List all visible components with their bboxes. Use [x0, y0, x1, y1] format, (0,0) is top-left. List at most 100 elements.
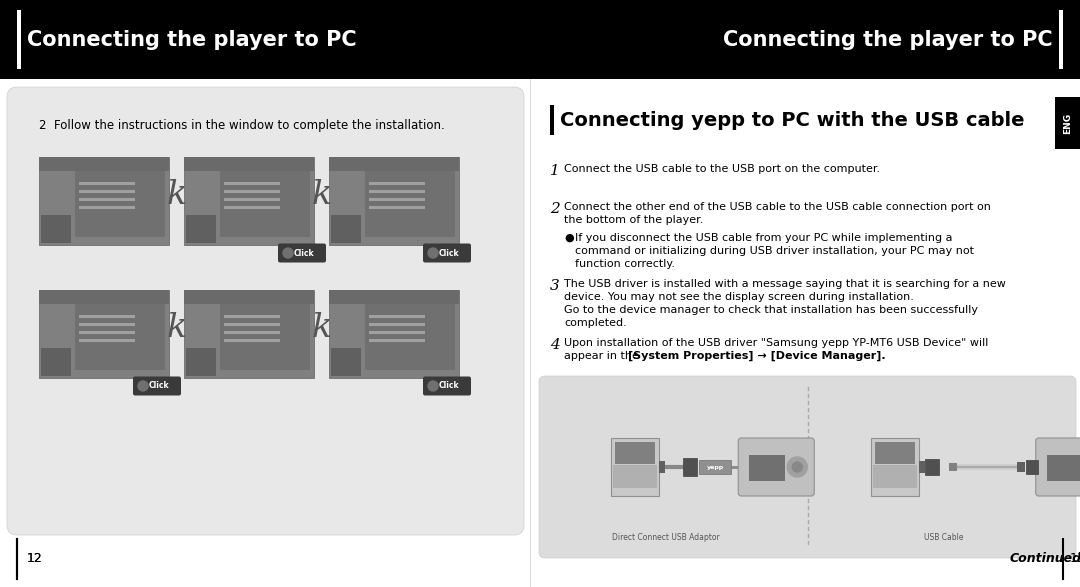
Text: appear in the: appear in the: [564, 351, 643, 361]
Bar: [1026, 460, 1038, 474]
Bar: [329, 290, 459, 378]
Text: Connect the other end of the USB cable to the USB cable connection port on: Connect the other end of the USB cable t…: [564, 202, 990, 212]
Circle shape: [793, 462, 802, 472]
Bar: [224, 339, 280, 342]
Bar: [79, 339, 135, 342]
Bar: [875, 442, 915, 464]
Bar: [369, 198, 426, 201]
Text: Go to the device manager to check that installation has been successfully: Go to the device manager to check that i…: [564, 305, 978, 315]
Text: ENG: ENG: [1063, 113, 1072, 134]
Circle shape: [138, 381, 148, 391]
FancyBboxPatch shape: [278, 244, 326, 262]
Bar: [613, 465, 658, 488]
Bar: [186, 215, 216, 243]
Bar: [184, 157, 314, 245]
Bar: [224, 206, 280, 209]
Text: command or initializing during USB driver installation, your PC may not: command or initializing during USB drive…: [575, 246, 974, 256]
Bar: [186, 348, 216, 376]
Text: function correctly.: function correctly.: [575, 259, 675, 269]
Bar: [41, 348, 71, 376]
Bar: [224, 323, 280, 326]
Bar: [39, 290, 168, 378]
Text: ●: ●: [564, 233, 573, 243]
Text: k: k: [311, 179, 332, 211]
Bar: [224, 182, 280, 185]
Bar: [369, 190, 426, 193]
Bar: [369, 323, 426, 326]
Bar: [330, 215, 361, 243]
FancyBboxPatch shape: [6, 87, 524, 535]
Circle shape: [428, 381, 438, 391]
Bar: [41, 215, 71, 243]
Bar: [684, 458, 698, 476]
Bar: [79, 315, 135, 318]
Bar: [224, 198, 280, 201]
Bar: [220, 171, 310, 237]
Bar: [369, 315, 426, 318]
Text: Connect the USB cable to the USB port on the computer.: Connect the USB cable to the USB port on…: [564, 164, 880, 174]
Text: device. You may not see the display screen during installation.: device. You may not see the display scre…: [564, 292, 914, 302]
Bar: [224, 331, 280, 334]
Bar: [79, 182, 135, 185]
Bar: [659, 461, 665, 473]
Bar: [369, 182, 426, 185]
Text: Click: Click: [438, 382, 459, 390]
Bar: [220, 304, 310, 370]
Bar: [79, 323, 135, 326]
Text: 12: 12: [27, 552, 43, 565]
Bar: [369, 331, 426, 334]
Bar: [79, 190, 135, 193]
Bar: [750, 455, 785, 481]
Text: 4: 4: [550, 338, 559, 352]
FancyBboxPatch shape: [1036, 438, 1080, 496]
Circle shape: [283, 248, 293, 258]
Text: yepp: yepp: [706, 464, 724, 470]
Text: Direct Connect USB Adaptor: Direct Connect USB Adaptor: [612, 533, 720, 542]
Circle shape: [428, 248, 438, 258]
Bar: [365, 304, 455, 370]
Bar: [369, 206, 426, 209]
Bar: [79, 331, 135, 334]
Text: 13: 13: [1070, 552, 1080, 565]
Bar: [79, 198, 135, 201]
Text: k: k: [166, 312, 187, 344]
Bar: [1047, 455, 1080, 481]
Bar: [948, 463, 957, 471]
FancyBboxPatch shape: [539, 376, 1076, 558]
Text: 3: 3: [550, 279, 559, 293]
Text: 2: 2: [550, 202, 559, 216]
Text: USB Cable: USB Cable: [924, 533, 963, 542]
Bar: [184, 290, 314, 378]
Bar: [79, 206, 135, 209]
Bar: [616, 442, 656, 464]
Text: 1: 1: [550, 164, 559, 178]
Bar: [184, 290, 314, 304]
Bar: [184, 157, 314, 171]
Text: The USB driver is installed with a message saying that it is searching for a new: The USB driver is installed with a messa…: [564, 279, 1005, 289]
Text: 2  Follow the instructions in the window to complete the installation.: 2 Follow the instructions in the window …: [39, 119, 445, 132]
Circle shape: [787, 457, 807, 477]
Text: k: k: [166, 179, 187, 211]
FancyBboxPatch shape: [133, 376, 181, 396]
Bar: [39, 157, 168, 171]
Text: Connecting yepp to PC with the USB cable: Connecting yepp to PC with the USB cable: [561, 112, 1025, 130]
Text: Continued...: Continued...: [1010, 552, 1080, 565]
Text: k: k: [311, 312, 332, 344]
Bar: [1016, 462, 1025, 472]
FancyBboxPatch shape: [423, 376, 471, 396]
Bar: [369, 339, 426, 342]
Text: Click: Click: [294, 248, 314, 258]
Text: [System Properties] → [Device Manager].: [System Properties] → [Device Manager].: [627, 351, 886, 361]
Text: Upon installation of the USB driver "Samsung yepp YP-MT6 USB Device" will: Upon installation of the USB driver "Sam…: [564, 338, 988, 348]
Bar: [1055, 97, 1080, 149]
Text: 12: 12: [27, 552, 43, 565]
Bar: [224, 315, 280, 318]
Text: completed.: completed.: [564, 318, 626, 328]
Text: Connecting the player to PC: Connecting the player to PC: [27, 29, 356, 49]
Text: If you disconnect the USB cable from your PC while implementing a: If you disconnect the USB cable from you…: [575, 233, 953, 243]
FancyBboxPatch shape: [423, 244, 471, 262]
Bar: [75, 171, 165, 237]
Text: Click: Click: [149, 382, 170, 390]
Text: Connecting the player to PC: Connecting the player to PC: [724, 29, 1053, 49]
Bar: [924, 459, 939, 475]
